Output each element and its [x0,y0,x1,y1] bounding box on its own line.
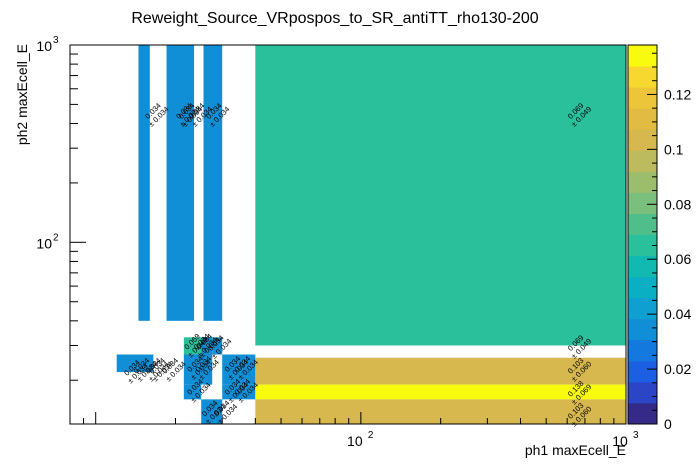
heatmap-cell [255,384,627,400]
axes: 10 2 10 310 210 3 [36,35,639,449]
heatmap-cell [183,384,202,400]
heatmap-cell [212,337,223,355]
heatmap-cell [183,337,202,355]
heatmap-cell [203,45,223,321]
color-scale-band [628,87,657,109]
x-tick-exponent: 3 [633,430,639,441]
color-scale-band [628,45,657,67]
color-scale-tick-label: 0.06 [664,251,691,267]
heatmap-cell [255,45,627,346]
heatmap-cell [116,354,154,373]
x-tick-label: 10 [612,433,628,449]
color-scale-frame [627,44,658,425]
heatmap-cell [201,337,213,355]
color-scale-band [628,339,657,362]
color-scale-band [628,213,657,235]
color-scale-band [628,402,657,425]
y-tick-label: 10 [36,38,52,54]
heatmap-cell [222,354,256,385]
color-scale-band [628,381,657,404]
color-scale-tick-label: 0.1 [664,141,684,157]
color-scale-band [628,171,657,193]
color-scale-band [628,255,657,278]
y-tick-label: 10 [36,235,52,251]
heatmap-cell [138,45,150,321]
color-scale-tick-label: 0.02 [664,361,691,377]
color-scale-band [628,192,657,214]
y-axis-label: ph2 maxEcell_E [14,44,30,145]
x-axis-label: ph1 maxEcell_E [525,442,626,458]
color-scale-tick-label: 0 [664,416,672,432]
chart-title: Reweight_Source_VRpospos_to_SR_antiTT_rh… [131,10,538,27]
color-scale-tick-label: 0.04 [664,306,691,322]
color-scale-band [628,150,657,172]
heatmap-cell [183,354,213,385]
x-tick-exponent: 2 [368,430,374,441]
y-tick-exponent: 3 [53,35,59,46]
color-scale-band [628,66,657,88]
color-scale-tick-label: 0.08 [664,196,691,212]
color-scale-band [628,234,657,257]
heatmap-cell [201,399,223,424]
color-scale-band [628,318,657,341]
color-scale-tick-label: 0.12 [664,86,691,102]
color-scale-band [628,129,657,151]
heatmap-cell [222,384,256,400]
heatmap-cells [116,45,627,424]
x-tick-label: 10 [347,433,363,449]
color-scale-band [628,360,657,383]
heatmap-cell [166,45,195,321]
plot-frame [69,44,627,425]
color-scale-band [628,276,657,299]
color-scale-band [628,108,657,130]
color-scale: 0 0.02 0.04 0.06 0.08 0.1 0.12 [627,44,691,432]
heatmap-cell [255,357,627,385]
y-tick-exponent: 2 [53,232,59,243]
